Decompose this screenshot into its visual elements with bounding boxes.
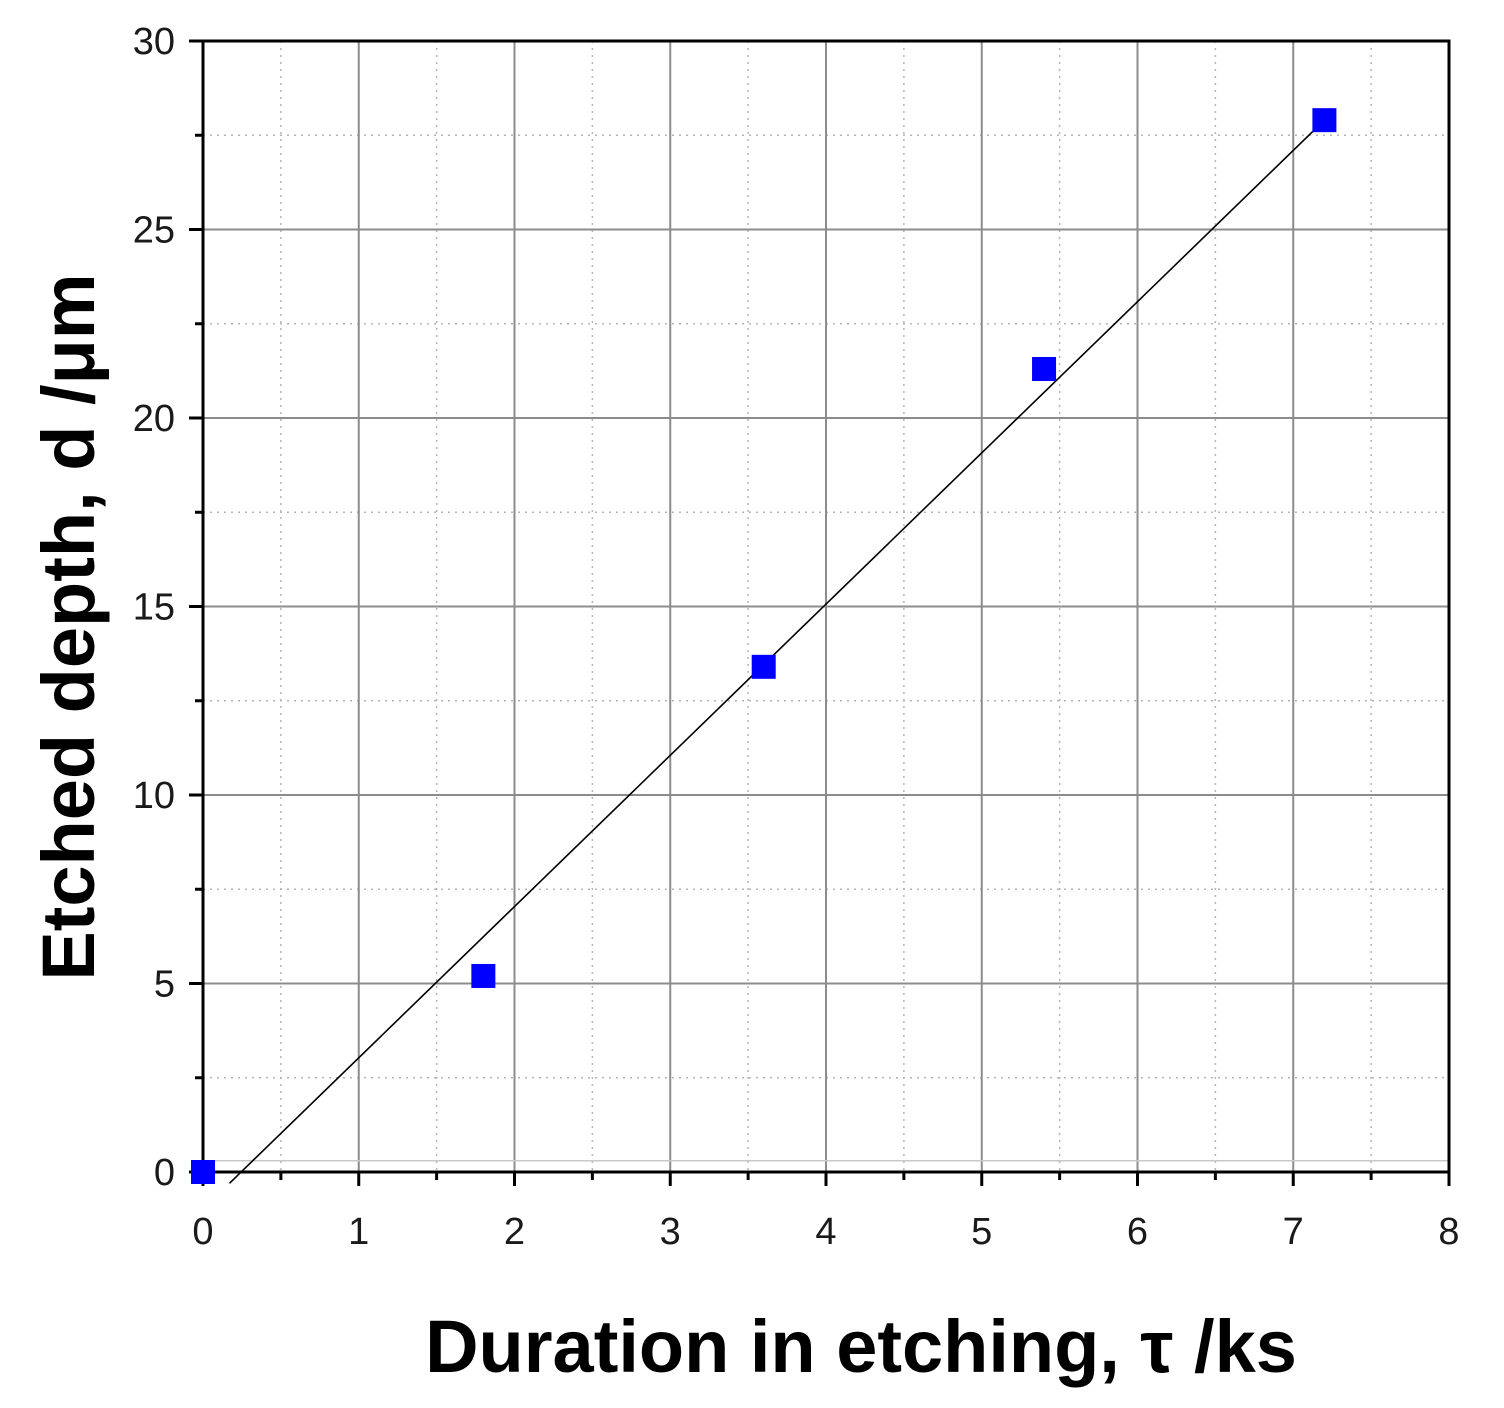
x-tick-labels: 0 1 2 3 4 5 6 7 8 <box>192 1211 1459 1253</box>
data-point <box>751 654 776 679</box>
axis-ticks <box>189 39 1451 1186</box>
x-tick-label: 4 <box>815 1211 836 1253</box>
data-point <box>1032 356 1057 381</box>
x-tick-label: 0 <box>192 1211 213 1253</box>
x-tick-label: 8 <box>1438 1211 1459 1253</box>
y-tick-label: 15 <box>133 587 175 629</box>
data-point <box>191 1160 215 1184</box>
fit-line <box>228 119 1325 1184</box>
x-tick-label: 7 <box>1283 1211 1304 1253</box>
x-tick-label: 3 <box>660 1211 681 1253</box>
data-point <box>471 963 496 988</box>
data-points <box>191 108 1337 1184</box>
x-tick-label: 6 <box>1127 1211 1148 1253</box>
y-tick-label: 10 <box>133 775 175 817</box>
y-tick-label: 25 <box>133 210 175 252</box>
y-tick-label: 30 <box>133 21 175 63</box>
major-gridlines <box>203 41 1449 1172</box>
data-point <box>1312 108 1337 133</box>
y-tick-label: 5 <box>154 964 175 1006</box>
y-tick-labels: 0 5 10 15 20 25 30 <box>133 21 175 1194</box>
x-axis-label: Duration in etching, τ /ks <box>425 1305 1297 1388</box>
x-tick-label: 2 <box>504 1211 525 1253</box>
x-tick-label: 1 <box>348 1211 369 1253</box>
x-tick-label: 5 <box>971 1211 992 1253</box>
y-tick-label: 0 <box>154 1152 175 1194</box>
y-axis-label: Etched depth, d /μm <box>27 273 110 980</box>
y-tick-label: 20 <box>133 398 175 440</box>
